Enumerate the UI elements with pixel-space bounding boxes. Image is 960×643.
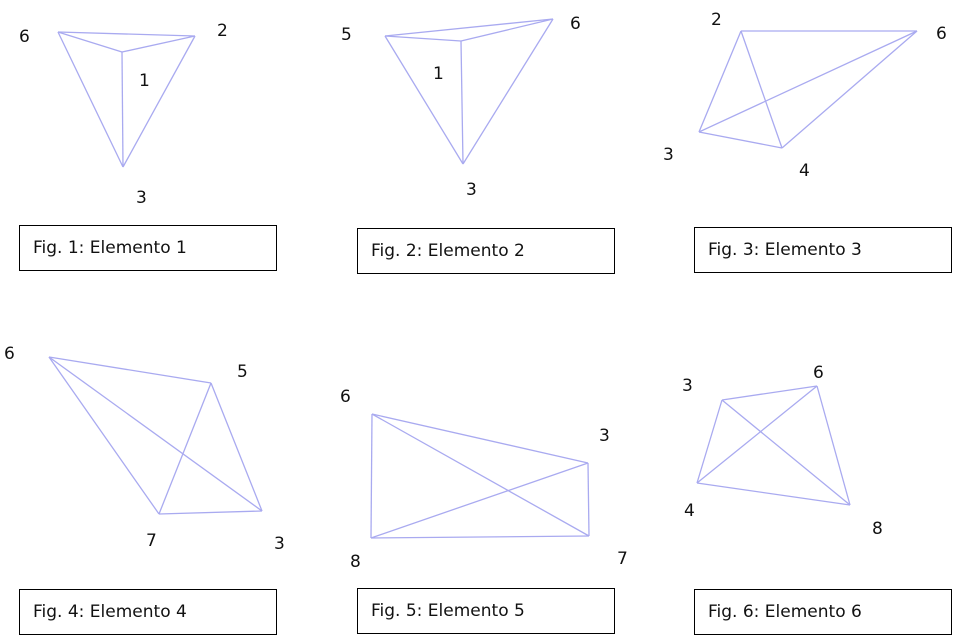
figure-caption-4: Fig. 4: Elemento 4 <box>19 589 277 635</box>
node-label: 6 <box>570 14 581 34</box>
node-label: 2 <box>711 10 722 30</box>
figure-2: 5 6 1 3 <box>341 14 581 200</box>
edge-2-3 <box>698 30 742 133</box>
figure-1: 6 2 1 3 <box>19 21 228 208</box>
node-label: 5 <box>237 362 248 382</box>
figure-caption-3: Fig. 3: Elemento 3 <box>694 227 952 273</box>
node-label: 3 <box>136 188 147 208</box>
node-label: 6 <box>936 24 947 44</box>
edge-6-3 <box>371 413 589 464</box>
figure-3: 2 6 3 4 <box>663 10 947 181</box>
edge-1-3 <box>121 51 124 168</box>
figure-4: 6 5 7 3 <box>4 344 285 554</box>
node-label: 8 <box>872 519 883 539</box>
edge-6-3 <box>48 356 263 512</box>
edge-3-6 <box>721 385 818 401</box>
node-label: 3 <box>682 376 693 396</box>
edge-8-7 <box>370 535 590 539</box>
node-label: 1 <box>139 71 150 91</box>
node-label: 3 <box>599 426 610 446</box>
edge-3-4 <box>696 399 723 484</box>
edge-6-1 <box>460 18 554 42</box>
edge-6-7 <box>48 356 160 515</box>
node-label: 3 <box>663 145 674 165</box>
figure-caption-5: Fig. 5: Elemento 5 <box>357 588 615 634</box>
edge-4-6 <box>781 30 918 149</box>
edge-7-3 <box>158 510 263 515</box>
edge-6-5 <box>48 356 212 384</box>
figure-6: 3 6 4 8 <box>682 363 883 539</box>
edge-3-8 <box>370 462 589 539</box>
edge-6-1 <box>57 31 123 53</box>
edge-5-6 <box>384 18 554 37</box>
edge-4-8 <box>696 482 851 506</box>
node-label: 3 <box>274 534 285 554</box>
node-label: 6 <box>340 387 351 407</box>
node-label: 3 <box>466 180 477 200</box>
edge-5-3 <box>384 35 464 165</box>
edge-6-2 <box>57 31 196 37</box>
edge-6-7 <box>371 413 590 537</box>
edge-1-3 <box>460 40 464 165</box>
node-label: 7 <box>617 549 628 569</box>
node-label: 6 <box>813 363 824 383</box>
node-label: 8 <box>350 552 361 572</box>
edge-3-7 <box>587 462 590 537</box>
figure-caption-1: Fig. 1: Elemento 1 <box>19 225 277 271</box>
figure-caption-2: Fig. 2: Elemento 2 <box>357 228 615 274</box>
node-label: 7 <box>146 531 157 551</box>
edge-2-3 <box>122 35 196 168</box>
edge-6-8 <box>370 413 373 539</box>
edge-3-6 <box>698 30 918 133</box>
edge-6-8 <box>816 385 851 506</box>
edge-2-4 <box>740 30 783 149</box>
edge-3-4 <box>698 131 783 149</box>
node-label: 4 <box>684 501 695 521</box>
edge-2-1 <box>121 35 196 53</box>
node-label: 6 <box>19 27 30 47</box>
node-label: 5 <box>341 25 352 45</box>
figure-caption-6: Fig. 6: Elemento 6 <box>694 589 952 635</box>
edge-3-8 <box>721 399 851 506</box>
node-label: 1 <box>433 64 444 84</box>
edge-5-7 <box>158 382 212 515</box>
edge-5-3 <box>210 382 263 512</box>
node-label: 2 <box>217 21 228 41</box>
edge-6-4 <box>696 385 818 484</box>
node-label: 6 <box>4 344 15 364</box>
edge-6-3 <box>462 18 554 165</box>
node-label: 4 <box>799 161 810 181</box>
edge-5-1 <box>384 35 462 42</box>
edge-6-3 <box>57 31 124 168</box>
figure-5: 6 3 8 7 <box>340 387 628 572</box>
